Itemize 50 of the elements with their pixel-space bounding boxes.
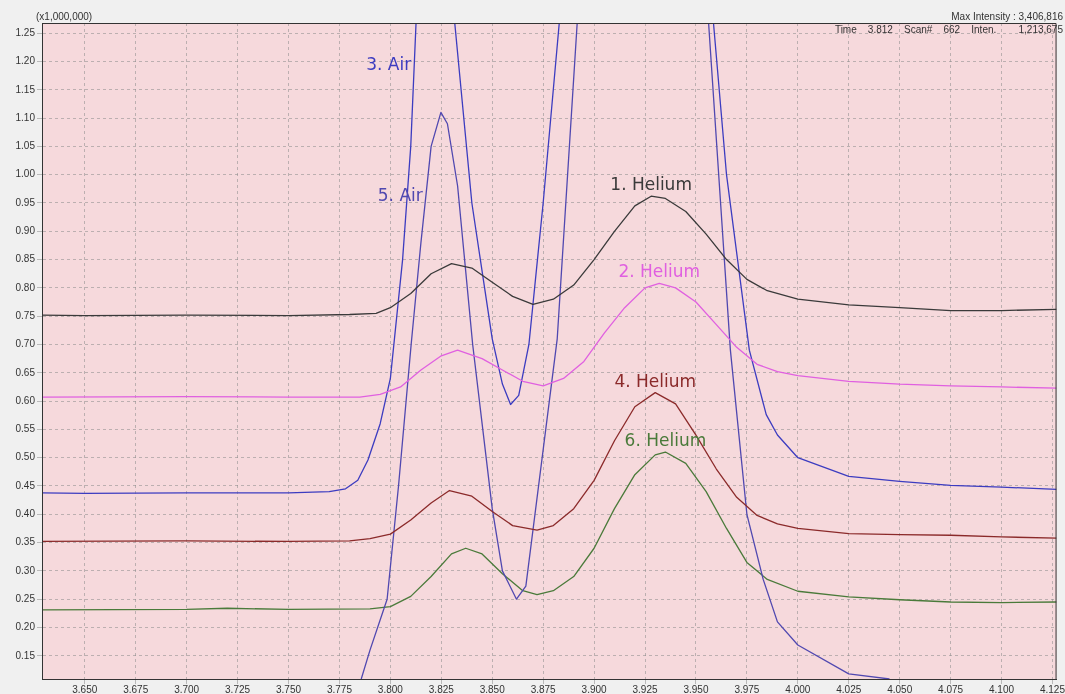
x-tick-label: 3.675 [123, 683, 149, 694]
x-tick-label: 4.125 [1039, 683, 1065, 694]
x-tick-label: 3.650 [72, 683, 98, 694]
series-label: 3. Air [366, 54, 412, 75]
y-tick-label: 0.80 [15, 281, 36, 293]
y-tick-label: 0.90 [15, 225, 36, 237]
annotation: Time 3.812 Scan# 662 Inten. 1,213,675 [834, 23, 1064, 35]
x-tick-label: 3.875 [530, 683, 557, 694]
series-label: 2. Helium [618, 261, 701, 282]
y-tick-label: 0.85 [15, 253, 36, 265]
y-tick-label: 1.00 [15, 168, 36, 180]
y-tick-label: 0.65 [15, 366, 36, 378]
y-tick-label: 0.70 [15, 338, 36, 350]
y-tick-label: 0.55 [15, 423, 36, 435]
y-tick-label: 1.05 [15, 140, 36, 152]
y-tick-label: 0.45 [15, 479, 36, 491]
x-tick-label: 3.825 [428, 683, 455, 694]
x-tick-label: 3.975 [734, 683, 760, 694]
x-tick-label: 3.700 [174, 683, 200, 694]
x-tick-label: 3.950 [683, 683, 709, 694]
y-tick-label: 0.40 [15, 508, 36, 520]
series-label: 4. Helium [614, 370, 697, 391]
y-tick-label: 0.25 [15, 592, 36, 604]
x-tick-label: 3.900 [581, 683, 608, 694]
y-tick-label: 1.20 [15, 55, 36, 67]
x-tick-label: 4.025 [836, 683, 862, 694]
y-tick-label: 0.15 [15, 649, 36, 661]
y-tick-label: 0.75 [15, 309, 36, 321]
x-tick-label: 3.750 [275, 683, 302, 694]
y-tick-label: 0.30 [15, 564, 36, 576]
x-tick-label: 4.050 [887, 683, 913, 694]
x-tick-label: 3.800 [377, 683, 404, 694]
y-tick-label: 0.35 [15, 536, 36, 548]
y-tick-label: 0.60 [15, 394, 36, 406]
series-label: 1. Helium [610, 174, 692, 195]
x-tick-label: 3.925 [632, 683, 658, 694]
x-tick-label: 4.100 [989, 683, 1015, 694]
y-tick-label: 1.15 [15, 83, 36, 95]
x-tick-label: 3.725 [225, 683, 251, 694]
x-tick-label: 4.075 [938, 683, 964, 694]
y-tick-label: 0.20 [15, 621, 36, 633]
y-tick-label: 0.95 [15, 196, 36, 208]
y-tick-label: 0.50 [15, 451, 36, 463]
x-tick-label: 3.775 [326, 683, 353, 694]
y-axis-title: (x1,000,000) [36, 10, 93, 22]
y-tick-label: 1.25 [15, 26, 36, 38]
text: Max Intensity : 3,406,816 [951, 10, 1064, 22]
x-tick-label: 4.000 [785, 683, 811, 694]
y-tick-label: 1.10 [15, 111, 36, 123]
x-tick-label: 3.850 [479, 683, 506, 694]
